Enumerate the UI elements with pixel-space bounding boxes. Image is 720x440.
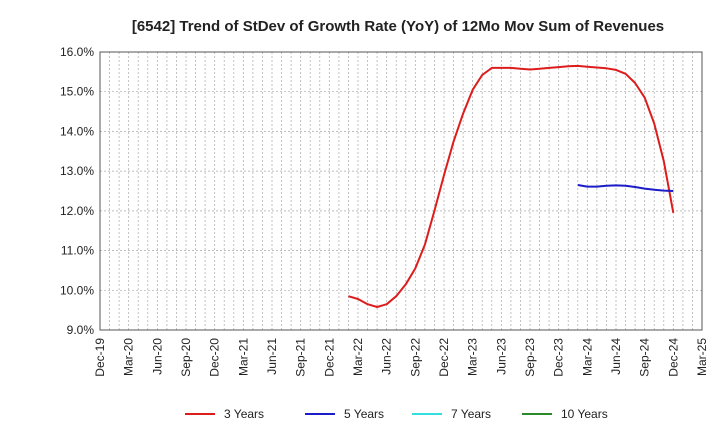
legend-label-5-years: 5 Years xyxy=(344,407,384,421)
x-tick-label: Dec-20 xyxy=(208,338,222,377)
x-tick-label: Dec-24 xyxy=(666,338,680,377)
x-tick-label: Mar-23 xyxy=(466,338,480,376)
x-tick-label: Mar-24 xyxy=(580,338,594,376)
plot-area xyxy=(100,52,702,330)
chart-title: [6542] Trend of StDev of Growth Rate (Yo… xyxy=(132,18,664,35)
grid xyxy=(100,52,702,330)
series-lines xyxy=(348,64,675,308)
y-axis: 9.0% 10.0% 11.0% 12.0% 13.0% 14.0% 15.0% 16.0% xyxy=(60,45,94,337)
legend-label-7-years: 7 Years xyxy=(451,407,491,421)
y-tick-label: 11.0% xyxy=(61,244,94,258)
y-tick-label: 15.0% xyxy=(60,85,94,99)
y-tick-label: 12.0% xyxy=(60,204,94,218)
x-tick-label: Dec-22 xyxy=(437,338,451,377)
x-tick-label: Sep-21 xyxy=(294,338,308,377)
legend: 3 Years 5 Years 7 Years 10 Years xyxy=(185,407,608,421)
x-tick-label: Dec-23 xyxy=(552,338,566,377)
series-line-3-years xyxy=(348,64,675,308)
legend-label-10-years: 10 Years xyxy=(561,407,608,421)
x-tick-label: Mar-21 xyxy=(236,338,250,376)
x-tick-label: Jun-24 xyxy=(609,338,623,375)
x-tick-label: Sep-23 xyxy=(523,338,537,377)
x-tick-label: Mar-20 xyxy=(122,338,136,376)
x-tick-label: Dec-21 xyxy=(322,338,336,377)
x-tick-label: Sep-24 xyxy=(638,338,652,377)
x-tick-label: Sep-22 xyxy=(408,338,422,377)
x-tick-label: Jun-22 xyxy=(380,338,394,375)
plot-frame xyxy=(99,51,703,331)
y-tick-label: 10.0% xyxy=(60,283,94,297)
y-tick-label: 9.0% xyxy=(67,323,95,337)
y-tick-label: 16.0% xyxy=(60,45,94,59)
x-tick-label: Jun-20 xyxy=(150,338,164,375)
legend-label-3-years: 3 Years xyxy=(224,407,264,421)
x-tick-label: Mar-22 xyxy=(351,338,365,376)
x-tick-label: Jun-21 xyxy=(265,338,279,375)
x-tick-label: Jun-23 xyxy=(494,338,508,375)
x-tick-label: Dec-19 xyxy=(93,338,107,377)
y-tick-label: 13.0% xyxy=(60,164,94,178)
x-tick-label: Sep-20 xyxy=(179,338,193,377)
series-line-5-years xyxy=(577,184,674,192)
y-tick-label: 14.0% xyxy=(60,124,94,138)
x-tick-label: Mar-25 xyxy=(695,338,709,376)
x-axis: Dec-19 Mar-20 Jun-20 Sep-20 Dec-20 Mar-21 Jun-… xyxy=(93,338,709,377)
